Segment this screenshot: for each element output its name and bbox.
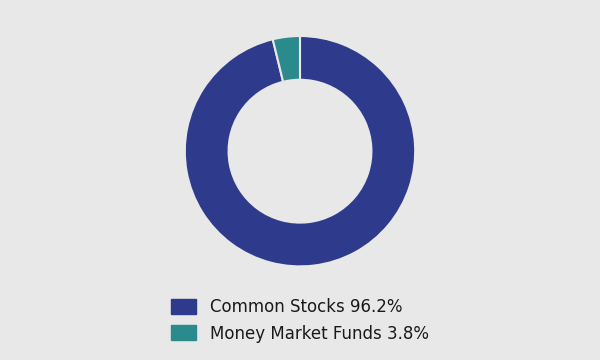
Wedge shape — [273, 36, 300, 82]
Wedge shape — [185, 36, 415, 266]
Legend: Common Stocks 96.2%, Money Market Funds 3.8%: Common Stocks 96.2%, Money Market Funds … — [172, 298, 428, 343]
